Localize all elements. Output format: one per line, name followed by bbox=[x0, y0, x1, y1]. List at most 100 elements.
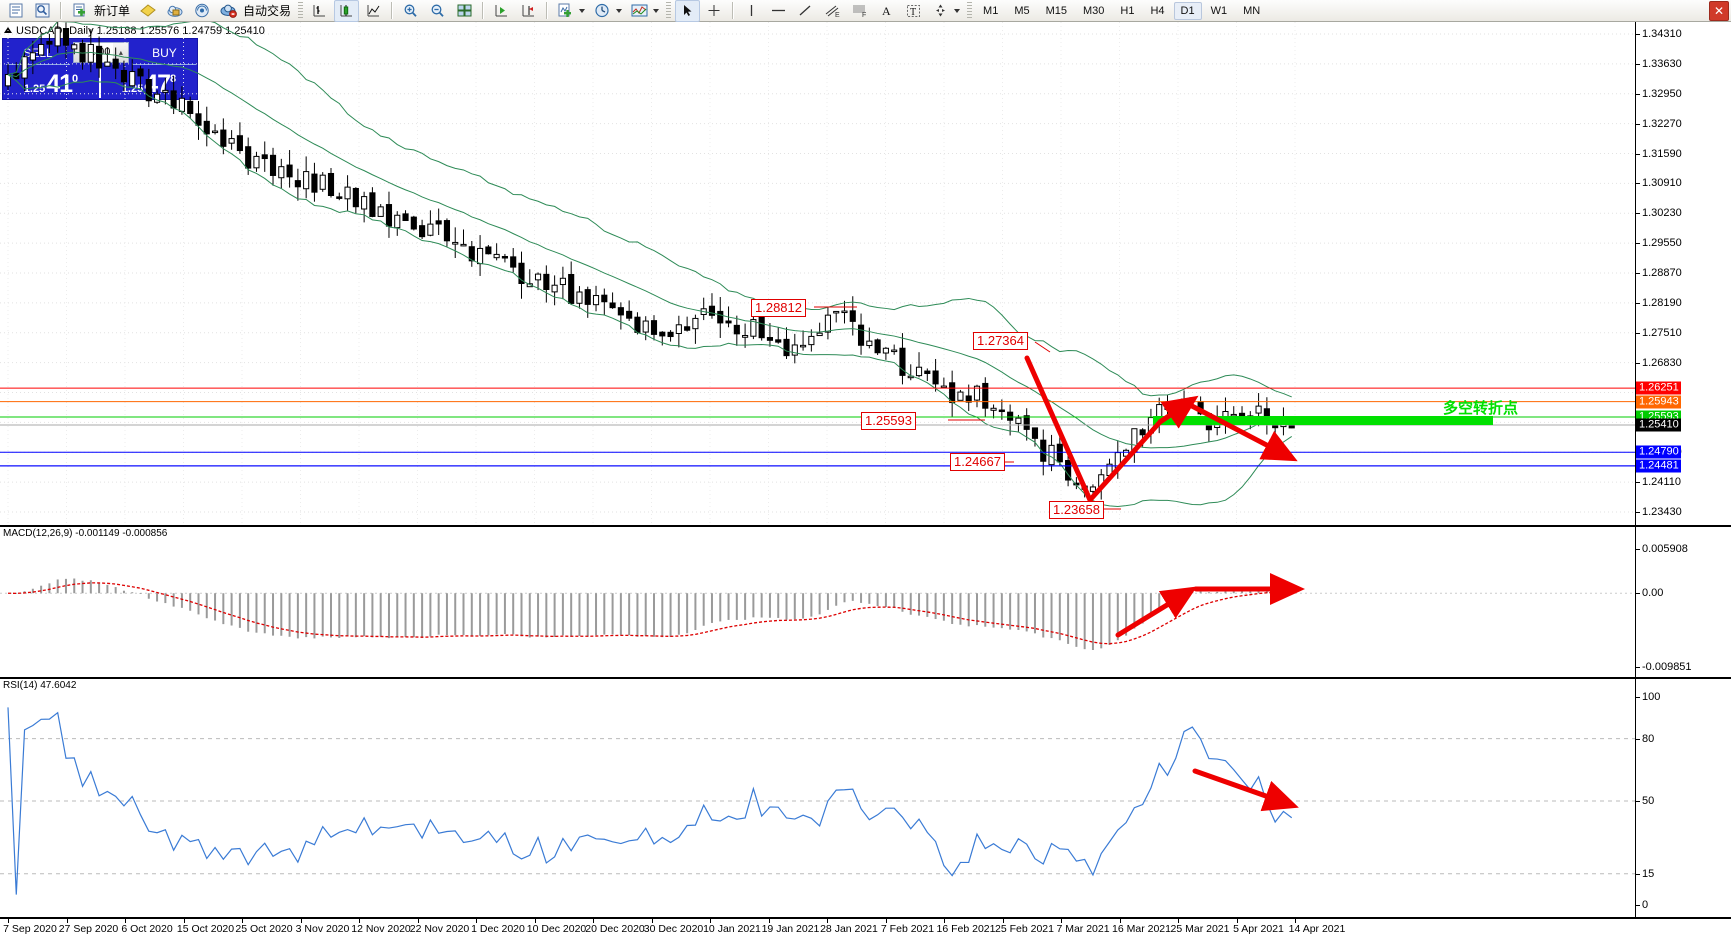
price-tick: 1.27510 bbox=[1642, 326, 1682, 339]
templates-icon[interactable] bbox=[627, 0, 652, 22]
auto-scroll-icon[interactable] bbox=[489, 0, 514, 22]
price-tick-mark bbox=[1636, 273, 1640, 274]
bar-chart-icon[interactable] bbox=[307, 0, 332, 22]
rsi-axis[interactable]: 100 80 50 15 0 bbox=[1635, 679, 1731, 917]
price-tick-mark bbox=[1636, 243, 1640, 245]
timeframe-h1[interactable]: H1 bbox=[1120, 4, 1135, 17]
vertical-line-icon[interactable] bbox=[739, 0, 764, 22]
timeframe-m15[interactable]: M15 bbox=[1045, 4, 1067, 17]
annotation-1-28812[interactable]: 1.28812 bbox=[751, 299, 806, 317]
time-tick-mark bbox=[125, 919, 126, 923]
rsi-tick: 100 bbox=[1642, 691, 1661, 703]
price-tick: 1.32950 bbox=[1642, 87, 1682, 100]
toolbar-separator-5 bbox=[732, 2, 735, 19]
time-label: 7 Feb 2021 bbox=[880, 923, 935, 935]
signals-icon[interactable] bbox=[189, 0, 214, 22]
time-axis[interactable]: 7 Sep 2020 27 Sep 2020 6 Oct 2020 15 Oct 20… bbox=[0, 918, 1731, 941]
indicators-dropdown-caret[interactable] bbox=[579, 8, 586, 13]
price-axis[interactable]: 1.34310 1.33630 1.32950 1.32270 1.31590 1.309… bbox=[1635, 22, 1731, 525]
annotation-turning-point[interactable]: 多空转折点 bbox=[1443, 400, 1519, 417]
periods-icon[interactable] bbox=[590, 0, 615, 22]
shapes-icon[interactable] bbox=[928, 0, 953, 22]
time-tick-mark bbox=[183, 919, 185, 923]
rsi-tick-mark bbox=[1636, 873, 1640, 875]
timeframe-m30[interactable]: M30 bbox=[1083, 4, 1105, 17]
trendline-icon[interactable] bbox=[793, 0, 818, 22]
price-tag-1-24790[interactable]: 1.24790 bbox=[1636, 445, 1681, 459]
price-tag-1-24481[interactable]: 1.24481 bbox=[1636, 459, 1681, 473]
new-order-icon[interactable] bbox=[67, 0, 92, 22]
indicators-icon[interactable] bbox=[553, 0, 578, 22]
macd-pane[interactable]: MACD(12,26,9) -0.001149 -0.000856 0.0059… bbox=[0, 526, 1731, 678]
rsi-tick-mark bbox=[1636, 697, 1640, 698]
time-label: 22 Nov 2020 bbox=[409, 923, 470, 935]
rsi-title: RSI(14) 47.6042 bbox=[3, 680, 77, 691]
market-watch-icon[interactable] bbox=[30, 0, 55, 22]
candlestick-chart-icon[interactable] bbox=[334, 0, 360, 22]
time-tick-mark bbox=[1002, 919, 1004, 923]
time-tick-mark bbox=[300, 919, 302, 923]
rsi-tick-mark bbox=[1636, 801, 1640, 802]
price-tick: 1.30910 bbox=[1642, 177, 1682, 190]
chart-shift-icon[interactable] bbox=[516, 0, 541, 22]
text-icon[interactable]: A bbox=[874, 0, 899, 22]
price-tag-1-25410[interactable]: 1.25410 bbox=[1636, 418, 1681, 432]
timeframe-w1[interactable]: W1 bbox=[1210, 4, 1228, 17]
time-tick-mark bbox=[1295, 919, 1296, 923]
expert-advisor-icon[interactable] bbox=[135, 0, 160, 22]
chart-area[interactable]: USDCAD-,Daily 1.25188 1.25576 1.24759 1.… bbox=[0, 22, 1731, 941]
svg-text:A: A bbox=[882, 4, 891, 18]
equidistant-channel-icon[interactable]: E bbox=[820, 0, 845, 22]
new-order-label[interactable]: 新订单 bbox=[94, 4, 131, 18]
crosshair-icon[interactable] bbox=[702, 0, 727, 22]
svg-text:F: F bbox=[862, 12, 866, 18]
price-tag-1-25943[interactable]: 1.25943 bbox=[1636, 395, 1681, 409]
cursor-icon[interactable] bbox=[675, 0, 701, 22]
price-tick: 1.26830 bbox=[1642, 356, 1682, 369]
zoom-out-icon[interactable] bbox=[425, 0, 450, 22]
macd-axis[interactable]: 0.005908 0.00 -0.009851 bbox=[1635, 527, 1731, 677]
svg-text:E: E bbox=[835, 12, 840, 18]
timeframe-m5[interactable]: M5 bbox=[1014, 4, 1030, 17]
time-label: 10 Jan 2021 bbox=[703, 923, 761, 935]
price-tick-mark bbox=[1636, 63, 1640, 65]
toolbar-grip-3[interactable] bbox=[967, 1, 973, 20]
timeframe-m1[interactable]: M1 bbox=[983, 4, 999, 17]
tile-windows-icon[interactable] bbox=[452, 0, 477, 22]
auto-trading-icon[interactable] bbox=[216, 0, 241, 22]
annotation-1-27364[interactable]: 1.27364 bbox=[973, 332, 1028, 350]
rsi-tick: 80 bbox=[1642, 732, 1655, 745]
annotation-1-23658[interactable]: 1.23658 bbox=[1049, 501, 1104, 519]
rsi-pane[interactable]: RSI(14) 47.6042 100 80 50 15 0 bbox=[0, 678, 1731, 918]
fibonacci-icon[interactable]: F bbox=[847, 0, 872, 22]
annotation-1-24667[interactable]: 1.24667 bbox=[950, 453, 1005, 471]
close-chart-button[interactable]: ✕ bbox=[1709, 0, 1729, 21]
line-chart-icon[interactable] bbox=[361, 0, 386, 22]
timeframe-mn[interactable]: MN bbox=[1243, 4, 1261, 17]
annotation-1-25593[interactable]: 1.25593 bbox=[861, 412, 916, 430]
shapes-dropdown-caret[interactable] bbox=[954, 8, 961, 13]
time-tick-mark bbox=[1178, 919, 1179, 923]
time-label: 16 Feb 2021 bbox=[936, 923, 996, 935]
macd-tick-mark bbox=[1636, 667, 1640, 668]
toolbar-grip-2[interactable] bbox=[666, 1, 672, 20]
price-tick: 1.31590 bbox=[1642, 147, 1682, 160]
time-label: 25 Feb 2021 bbox=[995, 923, 1054, 935]
timeframe-h4[interactable]: H4 bbox=[1150, 4, 1165, 17]
time-tick-mark bbox=[242, 919, 243, 923]
time-label: 14 Apr 2021 bbox=[1288, 923, 1346, 935]
templates-dropdown-caret[interactable] bbox=[653, 8, 660, 13]
periods-dropdown-caret[interactable] bbox=[616, 8, 623, 13]
toolbar-grip[interactable] bbox=[298, 1, 304, 20]
auto-trading-label[interactable]: 自动交易 bbox=[243, 4, 292, 18]
new-chart-icon[interactable] bbox=[3, 0, 28, 22]
text-label-icon[interactable]: T bbox=[901, 0, 926, 22]
horizontal-line-icon[interactable] bbox=[766, 0, 791, 22]
price-pane[interactable]: 1.28812 1.27364 1.25593 1.24667 1.23658 … bbox=[0, 22, 1731, 526]
price-tick-mark bbox=[1636, 183, 1640, 185]
timeframe-d1[interactable]: D1 bbox=[1173, 1, 1202, 20]
mql-community-icon[interactable] bbox=[162, 0, 187, 22]
price-tag-1-26251[interactable]: 1.26251 bbox=[1636, 381, 1681, 395]
zoom-in-icon[interactable] bbox=[398, 0, 423, 22]
time-label: 16 Mar 2021 bbox=[1112, 923, 1171, 935]
